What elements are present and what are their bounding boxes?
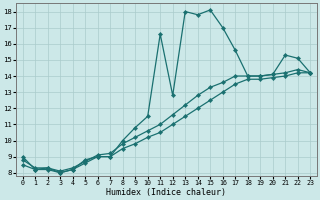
X-axis label: Humidex (Indice chaleur): Humidex (Indice chaleur) (107, 188, 227, 197)
